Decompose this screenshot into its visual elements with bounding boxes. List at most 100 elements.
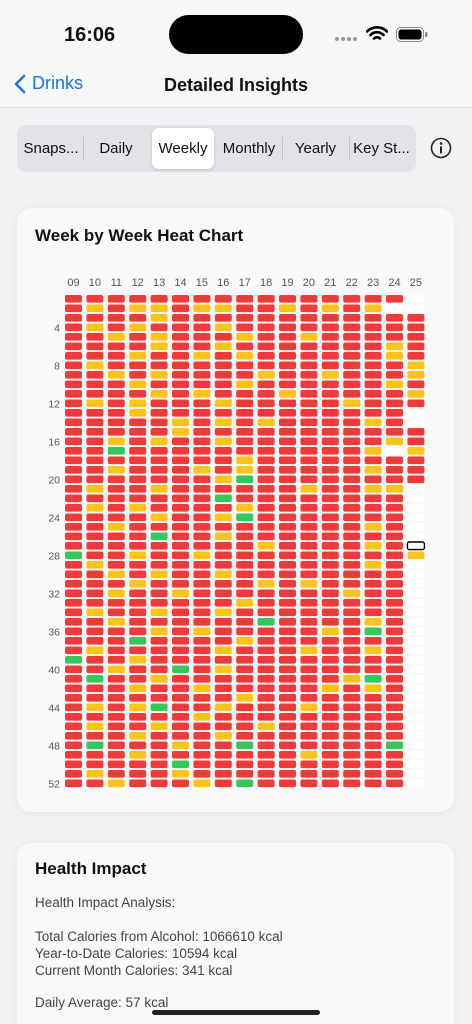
heat-cell bbox=[86, 466, 104, 474]
heat-cell bbox=[214, 722, 232, 731]
heat-cell bbox=[343, 599, 361, 607]
heat-cell bbox=[172, 618, 189, 626]
heat-cell bbox=[236, 485, 254, 493]
heat-cell bbox=[129, 314, 147, 322]
heat-cell bbox=[321, 656, 339, 664]
heat-cell bbox=[129, 352, 147, 360]
heat-cell-current-day[interactable] bbox=[406, 541, 426, 551]
heat-cell bbox=[343, 684, 361, 693]
heat-cell bbox=[150, 542, 168, 550]
heat-cell bbox=[364, 570, 382, 579]
heat-cell bbox=[86, 494, 104, 503]
heat-cell bbox=[107, 580, 125, 588]
tab-weekly[interactable]: Weekly bbox=[152, 128, 214, 169]
heat-cell bbox=[386, 475, 403, 484]
heat-cell bbox=[364, 532, 382, 541]
heat-cell bbox=[214, 770, 232, 778]
heat-cell bbox=[129, 713, 147, 721]
heat-cell bbox=[300, 542, 318, 550]
heat-cell bbox=[236, 447, 254, 455]
heat-cell bbox=[65, 618, 82, 626]
heat-cell bbox=[386, 637, 403, 645]
heat-cell bbox=[279, 646, 296, 655]
tab-snapshot[interactable]: Snaps... bbox=[23, 140, 79, 157]
heat-cell bbox=[407, 361, 425, 370]
heat-cell bbox=[300, 314, 318, 322]
heat-cell bbox=[364, 618, 382, 626]
info-icon[interactable] bbox=[430, 137, 452, 159]
heat-cell bbox=[107, 608, 125, 617]
heat-cell bbox=[107, 542, 125, 550]
heat-cell bbox=[343, 570, 361, 579]
heat-cell bbox=[86, 456, 104, 465]
heat-cell bbox=[343, 551, 361, 560]
heat-cell bbox=[236, 504, 254, 512]
heat-cell bbox=[407, 390, 425, 398]
heat-cell bbox=[214, 390, 232, 398]
heat-cell bbox=[321, 304, 339, 313]
tab-daily[interactable]: Daily bbox=[99, 140, 133, 157]
heat-cell bbox=[386, 390, 403, 398]
heat-cell bbox=[300, 428, 318, 436]
heat-cell bbox=[214, 656, 232, 664]
heat-cell bbox=[300, 741, 318, 750]
heat-cell bbox=[364, 608, 382, 617]
heat-cell bbox=[107, 428, 125, 436]
heat-cell bbox=[150, 314, 168, 322]
heat-cell bbox=[193, 684, 211, 693]
heat-cell bbox=[193, 637, 211, 645]
heat-cell bbox=[236, 295, 254, 303]
heat-cell bbox=[321, 314, 339, 322]
heat-cell bbox=[386, 371, 403, 379]
heat-cell bbox=[364, 551, 382, 560]
heat-cell bbox=[343, 779, 361, 788]
heat-cell bbox=[107, 665, 125, 674]
heat-cell bbox=[407, 428, 425, 436]
heat-cell bbox=[193, 295, 211, 303]
heat-cell bbox=[300, 713, 318, 721]
heat-cell bbox=[364, 760, 382, 769]
heat-cell bbox=[172, 722, 189, 731]
tab-key-stats[interactable]: Key St... bbox=[353, 140, 410, 157]
heat-cell bbox=[300, 523, 318, 531]
heat-cell bbox=[364, 675, 382, 683]
heat-cell bbox=[86, 741, 104, 750]
dynamic-island bbox=[169, 15, 303, 54]
heat-cell bbox=[407, 437, 425, 446]
heat-cell bbox=[300, 703, 318, 712]
heat-cell bbox=[236, 352, 254, 360]
heat-cell bbox=[107, 599, 125, 607]
heat-cell bbox=[407, 504, 425, 512]
heat-cell bbox=[257, 713, 275, 721]
heat-cell bbox=[172, 456, 189, 465]
heat-cell bbox=[107, 523, 125, 531]
heat-cell bbox=[129, 390, 147, 398]
heat-cell bbox=[86, 513, 104, 522]
heat-cell bbox=[129, 760, 147, 769]
heat-cell bbox=[172, 703, 189, 712]
heat-cell bbox=[300, 618, 318, 626]
tab-monthly[interactable]: Monthly bbox=[222, 140, 276, 157]
heat-cell bbox=[193, 342, 211, 351]
back-button[interactable]: Drinks bbox=[14, 73, 83, 94]
heat-cell bbox=[214, 599, 232, 607]
heat-cell bbox=[172, 760, 189, 769]
heat-cell bbox=[343, 371, 361, 379]
heat-cell bbox=[150, 694, 168, 702]
heat-cell bbox=[172, 342, 189, 351]
heat-cell bbox=[236, 380, 254, 389]
heat-cell bbox=[107, 713, 125, 721]
heat-cell bbox=[107, 342, 125, 351]
heat-cell bbox=[65, 504, 82, 512]
heat-cell bbox=[150, 618, 168, 626]
heat-cell bbox=[193, 760, 211, 769]
heat-cell bbox=[279, 580, 296, 588]
heat-cell bbox=[343, 475, 361, 484]
heat-cell bbox=[364, 504, 382, 512]
heat-cell bbox=[236, 713, 254, 721]
tab-yearly[interactable]: Yearly bbox=[294, 140, 337, 157]
heat-cell bbox=[386, 589, 403, 598]
heat-cell bbox=[321, 589, 339, 598]
heat-cell bbox=[279, 722, 296, 731]
heat-cell bbox=[65, 779, 82, 788]
